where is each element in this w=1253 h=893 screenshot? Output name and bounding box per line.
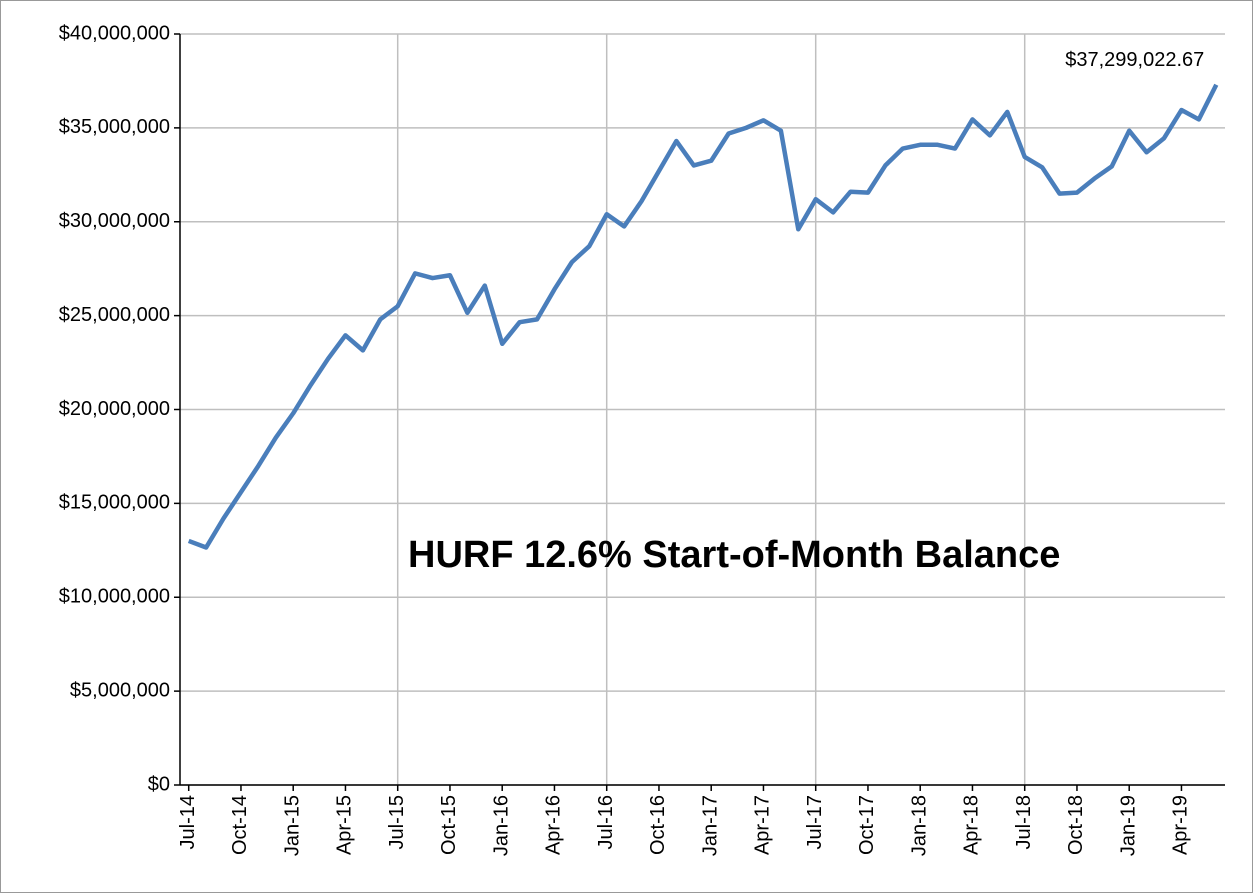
- x-tick-label: Apr-15: [334, 795, 356, 855]
- x-tick-label: Jan-19: [1117, 795, 1139, 856]
- y-tick-label: $25,000,000: [59, 304, 170, 326]
- marks: [187, 83, 1219, 550]
- x-tick-label: Jul-14: [177, 795, 199, 849]
- y-tick-label: $5,000,000: [70, 679, 170, 701]
- y-tick-label: $30,000,000: [59, 210, 170, 232]
- x-tick-label: Oct-14: [229, 795, 251, 855]
- x-tick-label: Jul-18: [1013, 795, 1035, 849]
- data-label: $37,299,022.67: [1065, 49, 1204, 71]
- x-tick-label: Jul-15: [386, 795, 408, 849]
- x-tick-label: Apr-19: [1170, 795, 1192, 855]
- x-tick-label: Jan-15: [281, 795, 303, 856]
- y-tick-label: $40,000,000: [59, 22, 170, 44]
- x-tick-label: Jan-17: [699, 795, 721, 856]
- x-tick-label: Oct-16: [647, 795, 669, 855]
- x-tick-label: Jan-16: [490, 795, 512, 856]
- x-tick-label: Apr-16: [543, 795, 565, 855]
- chart-title: HURF 12.6% Start-of-Month Balance: [408, 534, 1060, 576]
- y-tick-label: $10,000,000: [59, 586, 170, 608]
- x-tick-label: Jan-18: [908, 795, 930, 856]
- x-tick-label: Oct-15: [438, 795, 460, 855]
- y-tick-label: $35,000,000: [59, 116, 170, 138]
- x-tick-label: Oct-17: [856, 795, 878, 855]
- grid: [174, 33, 1225, 791]
- y-tick-label: $20,000,000: [59, 398, 170, 420]
- y-tick-label: $0: [148, 773, 170, 795]
- x-tick-label: Oct-18: [1065, 795, 1087, 855]
- line-series: [187, 83, 1219, 550]
- x-tick-label: Apr-18: [961, 795, 983, 855]
- y-tick-label: $15,000,000: [59, 492, 170, 514]
- x-tick-label: Apr-17: [752, 795, 774, 855]
- x-tick-label: Jul-17: [804, 795, 826, 849]
- x-tick-label: Jul-16: [595, 795, 617, 849]
